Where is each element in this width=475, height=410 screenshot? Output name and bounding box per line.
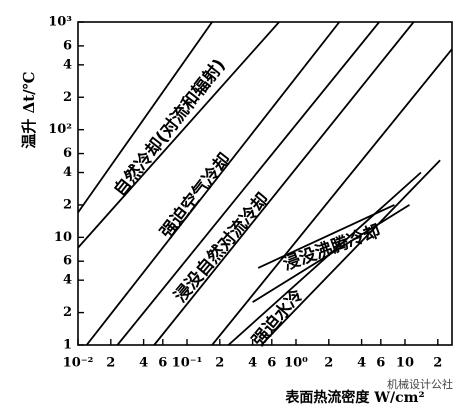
y-tick-label: 6	[63, 254, 72, 269]
y-tick-label: 4	[63, 165, 72, 180]
annotation: 强迫水冷	[248, 285, 308, 351]
y-tick-label: 2	[63, 197, 72, 212]
x-axis-label: 表面热流密度 W/cm²	[284, 389, 424, 406]
x-tick-label: 10⁻²	[63, 356, 94, 371]
x-tick-label: 2	[106, 356, 115, 371]
boundary-line	[227, 171, 422, 345]
boundary-line	[78, 22, 280, 249]
boundary-line	[85, 22, 341, 345]
x-tick-label: 6	[267, 356, 276, 371]
y-axis-label: 温升 Δt/℃	[20, 71, 38, 148]
y-tick-label: 1	[63, 338, 72, 353]
y-tick-label: 2	[63, 90, 72, 105]
x-tick-label: 10	[396, 356, 414, 371]
x-tick-label: 10⁰	[284, 356, 308, 371]
x-tick-label: 10⁻¹	[172, 356, 203, 371]
plot-frame	[77, 21, 453, 346]
y-tick-label: 4	[63, 57, 72, 72]
x-tick-label: 2	[215, 356, 224, 371]
x-tick-label: 4	[139, 356, 148, 371]
boundary-line	[153, 22, 415, 345]
y-tick-label: 4	[63, 273, 72, 288]
boundary-line	[257, 204, 395, 269]
x-tick-label: 6	[376, 356, 385, 371]
annotation: 强迫空气冷却	[156, 149, 235, 242]
annotation: 浸没沸腾冷却	[280, 220, 383, 275]
y-tick-label: 10³	[48, 15, 72, 30]
x-tick-label: 6	[158, 356, 167, 371]
x-tick-label: 2	[433, 356, 442, 371]
boundary-line	[116, 22, 380, 345]
y-tick-label: 2	[63, 305, 72, 320]
boundary-line	[211, 48, 452, 345]
x-tick-label: 4	[357, 356, 366, 371]
boundary-line	[78, 22, 213, 214]
y-tick-label: 6	[63, 38, 72, 53]
y-tick-label: 6	[63, 146, 72, 161]
watermark: 机械设计公社	[387, 377, 453, 391]
y-tick-label: 10	[54, 230, 72, 245]
x-tick-label: 4	[248, 356, 257, 371]
boundary-line	[260, 159, 441, 345]
lines	[78, 22, 452, 345]
x-tick-label: 2	[324, 356, 333, 371]
boundary-line	[252, 204, 410, 303]
y-tick-label: 10²	[48, 122, 72, 137]
